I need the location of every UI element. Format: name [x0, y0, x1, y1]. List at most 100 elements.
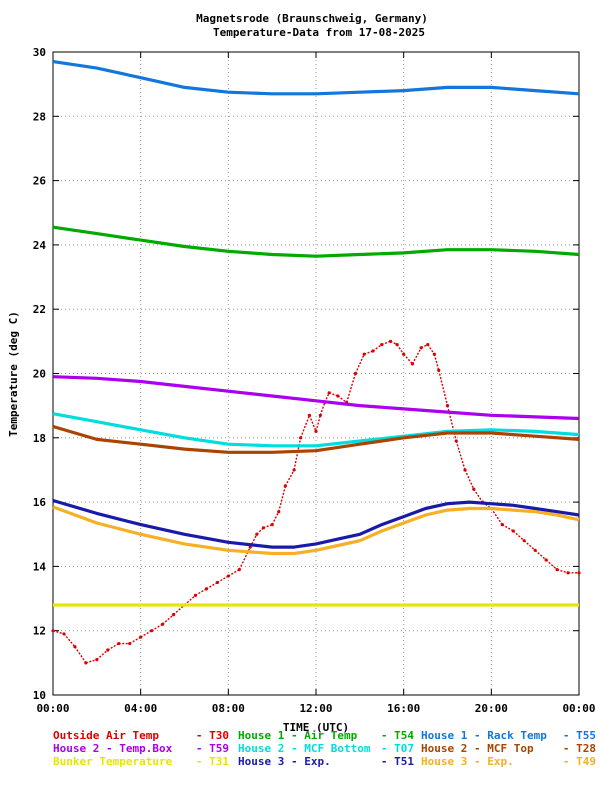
series-t28 — [52, 424, 580, 454]
x-tick-label: 08:00 — [212, 702, 245, 715]
y-tick-label: 18 — [33, 432, 46, 445]
legend-entry-name: House 2 - MCF Top — [421, 742, 534, 755]
series-segment — [490, 508, 503, 525]
legend-entry-name: House 2 - MCF Bottom — [238, 742, 371, 755]
y-tick-label: 20 — [33, 368, 46, 381]
legend-entry-sensor: - T51 — [381, 755, 414, 768]
series-segment — [308, 415, 317, 432]
x-tick-label: 00:00 — [36, 702, 69, 715]
x-tick-label: 16:00 — [387, 702, 420, 715]
legend-entry-sensor: - T30 — [196, 729, 229, 742]
series-segment — [271, 511, 280, 525]
series-segment — [455, 440, 466, 471]
series-segment — [433, 354, 440, 371]
series-line — [52, 225, 580, 258]
series-t55 — [52, 60, 580, 96]
series-segment — [151, 623, 163, 632]
x-tick-label: 12:00 — [299, 702, 332, 715]
series-segment — [346, 373, 357, 403]
series-line — [52, 498, 580, 549]
series-segment — [403, 353, 413, 365]
x-tick-label: 00:00 — [562, 702, 595, 715]
series-segment — [300, 415, 311, 439]
series-segment — [195, 588, 207, 596]
series-segment — [85, 658, 98, 664]
series-t51 — [52, 498, 580, 549]
y-tick-label: 16 — [33, 496, 47, 509]
series-segment — [545, 559, 558, 571]
series-segment — [162, 614, 175, 625]
series-segment — [534, 549, 547, 561]
series-segment — [107, 642, 120, 651]
series-segment — [129, 636, 142, 645]
series-layer — [51, 60, 581, 665]
y-axis-label: Temperature (deg C) — [7, 311, 20, 437]
y-tick-label: 30 — [33, 46, 46, 59]
y-tick-label: 24 — [33, 239, 47, 252]
series-segment — [52, 630, 65, 635]
series-segment — [238, 546, 251, 570]
series-segment — [523, 540, 536, 551]
series-line — [52, 60, 580, 96]
series-segment — [438, 370, 449, 406]
y-tick-label: 22 — [33, 303, 46, 316]
y-tick-label: 12 — [33, 625, 46, 638]
y-tick-label: 28 — [33, 110, 46, 123]
legend-entry-sensor: - T28 — [563, 742, 596, 755]
series-segment — [284, 469, 295, 487]
legend-entry-sensor: - T07 — [381, 742, 414, 755]
series-segment — [293, 437, 302, 471]
x-axis-label: TIME (UTC) — [283, 721, 349, 734]
series-t07 — [52, 412, 580, 448]
legend-entry-name: House 3 - Exp. — [238, 755, 331, 768]
series-line — [52, 375, 580, 421]
series-segment — [249, 533, 258, 548]
series-segment — [319, 402, 326, 416]
series-segment — [420, 343, 429, 349]
series-t49 — [52, 505, 580, 556]
series-segment — [446, 405, 457, 442]
data-point — [577, 571, 581, 575]
x-tick-label: 04:00 — [124, 702, 157, 715]
series-segment — [206, 581, 218, 590]
legend-entry-name: House 3 - Exp. — [421, 755, 514, 768]
legend-entry-name: Outside Air Temp — [53, 729, 159, 742]
legend: Outside Air Temp - T30 House 2 - Temp.Box -… — [53, 729, 596, 768]
series-segment — [227, 569, 240, 577]
series-segment — [411, 347, 422, 365]
series-segment — [184, 594, 196, 606]
legend-entry-name: House 1 - Air Temp — [238, 729, 358, 742]
series-segment — [63, 633, 76, 648]
series-segment — [74, 646, 87, 664]
legend-entry-sensor: - T59 — [196, 742, 229, 755]
series-segment — [427, 344, 435, 355]
series-segment — [278, 485, 286, 512]
series-segment — [473, 488, 484, 503]
chart-subtitle: Temperature-Data from 17-08-2025 — [213, 26, 425, 39]
grid-lines — [53, 52, 579, 695]
series-segment — [140, 630, 152, 638]
series-line — [52, 424, 580, 454]
legend-entry-sensor: - T54 — [381, 729, 414, 742]
legend-entry-name: House 2 - Temp.Box — [53, 742, 173, 755]
legend-entry-name: House 1 - Rack Temp — [421, 729, 547, 742]
y-tick-label: 14 — [33, 560, 47, 573]
series-segment — [337, 395, 348, 403]
legend-entry-sensor: - T49 — [563, 755, 596, 768]
series-segment — [556, 568, 569, 574]
chart-title: Magnetsrode (Braunschweig, Germany) — [196, 12, 428, 25]
series-line — [52, 412, 580, 448]
series-t54 — [52, 225, 580, 258]
series-segment — [372, 344, 383, 352]
series-segment — [501, 524, 514, 532]
series-segment — [390, 340, 398, 346]
x-tick-label: 20:00 — [475, 702, 508, 715]
series-segment — [217, 575, 229, 584]
series-segment — [512, 530, 525, 542]
series-segment — [464, 469, 475, 490]
y-tick-label: 26 — [33, 175, 47, 188]
series-segment — [96, 649, 109, 661]
y-tick-label: 10 — [33, 689, 46, 702]
series-line — [52, 505, 580, 556]
